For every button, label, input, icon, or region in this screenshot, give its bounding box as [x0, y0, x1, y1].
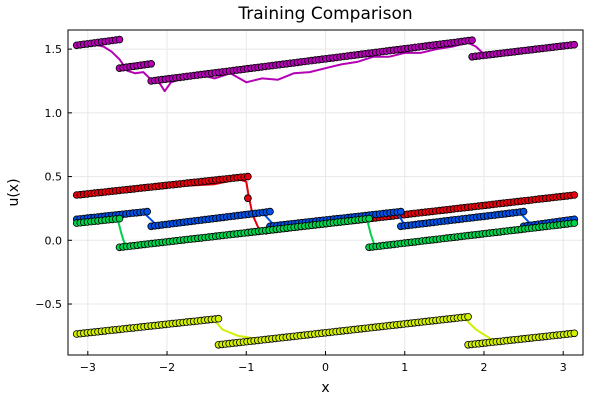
- y-tick-label: −0.5: [35, 298, 62, 311]
- series-4: [72, 214, 579, 252]
- ticks: −3 −2 −1 0 1 2 3 −0.5 0.0 0.5 1.0 1.5: [35, 43, 566, 374]
- data-point: [468, 36, 476, 44]
- data-point: [464, 312, 472, 321]
- series-layer: [72, 35, 579, 349]
- data-point: [570, 329, 579, 338]
- chart-title: Training Comparison: [237, 4, 412, 24]
- data-point: [147, 59, 156, 68]
- data-point: [244, 172, 252, 181]
- x-tick-label: 2: [480, 361, 487, 374]
- x-tick-label: −3: [80, 361, 96, 374]
- data-point: [570, 191, 579, 199]
- x-tick-label: −1: [238, 361, 254, 374]
- y-tick-label: 0.0: [45, 234, 63, 247]
- x-tick-label: 1: [401, 361, 408, 374]
- data-point: [365, 214, 373, 223]
- data-point: [266, 207, 274, 216]
- data-point: [244, 194, 252, 203]
- data-point: [570, 219, 579, 227]
- data-point: [115, 35, 124, 44]
- data-point: [143, 207, 152, 216]
- fit-line: [76, 41, 575, 93]
- y-axis-label: u(x): [6, 178, 22, 206]
- y-tick-label: 0.5: [45, 171, 63, 184]
- data-point: [115, 214, 124, 223]
- data-point: [396, 207, 405, 216]
- x-tick-label: 3: [560, 361, 567, 374]
- data-point: [519, 207, 528, 216]
- y-tick-label: 1.0: [45, 107, 63, 120]
- data-point: [214, 314, 223, 323]
- x-axis-label: x: [321, 380, 329, 396]
- series-1: [72, 35, 579, 93]
- data-point: [570, 40, 579, 49]
- y-tick-label: 1.5: [45, 43, 63, 56]
- x-tick-label: −2: [159, 361, 175, 374]
- series-5: [72, 312, 579, 349]
- x-tick-label: 0: [322, 361, 329, 374]
